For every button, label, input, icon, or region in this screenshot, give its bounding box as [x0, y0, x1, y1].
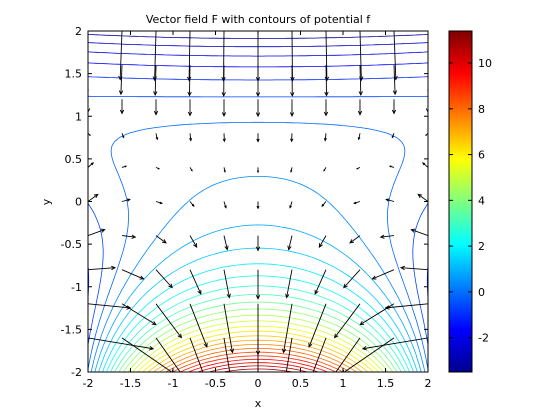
y-tick-label: -0.5: [61, 238, 82, 251]
colorbar-tick-label: 10: [478, 57, 492, 70]
x-tick-label: 1.5: [377, 377, 395, 390]
x-tick-label: 1: [340, 377, 347, 390]
y-tick-label: -1.5: [61, 323, 82, 336]
vector-arrow: [272, 372, 292, 420]
vector-arrow: [224, 372, 244, 420]
colorbar: [449, 31, 472, 372]
y-tick-label: 1.5: [65, 68, 83, 81]
colorbar-tick-label: 8: [478, 103, 485, 116]
x-tick-label: 0: [255, 377, 262, 390]
vector-arrowhead: [278, 412, 281, 416]
y-tick-label: 0: [75, 196, 82, 209]
x-tick-label: -1.5: [120, 377, 141, 390]
vector-arrowhead: [329, 386, 333, 389]
chart-title: Vector field F with contours of potentia…: [146, 13, 371, 26]
vector-arrowhead: [235, 412, 238, 416]
vector-arrowhead: [213, 403, 216, 407]
y-tick-label: 1: [75, 110, 82, 123]
y-tick-label: -2: [71, 366, 82, 379]
x-tick-label: -2: [83, 377, 94, 390]
colorbar-tick-label: 6: [478, 149, 485, 162]
colorbar-tick-label: 4: [478, 194, 485, 207]
x-tick-label: 2: [425, 377, 432, 390]
x-tick-label: -0.5: [205, 377, 226, 390]
vector-arrowhead: [183, 386, 187, 389]
x-tick-label: -1: [168, 377, 179, 390]
vector-arrowhead: [428, 75, 432, 79]
y-tick-label: 0.5: [65, 153, 83, 166]
vector-arrowhead: [84, 75, 88, 79]
y-axis-label: y: [40, 198, 53, 205]
vector-arrowhead: [321, 389, 325, 393]
colorbar-tick-label: 0: [478, 286, 485, 299]
y-tick-label: 2: [75, 25, 82, 38]
vector-arrowhead: [300, 403, 303, 407]
x-tick-label: 0.5: [292, 377, 310, 390]
vector-arrowhead: [256, 415, 259, 419]
colorbar-tick-label: -2: [478, 332, 489, 345]
colorbar-tick-label: 2: [478, 240, 485, 253]
y-tick-label: -1: [71, 281, 82, 294]
vector-arrow: [300, 372, 360, 420]
x-axis-label: x: [255, 397, 262, 410]
vector-arrowhead: [192, 389, 196, 393]
